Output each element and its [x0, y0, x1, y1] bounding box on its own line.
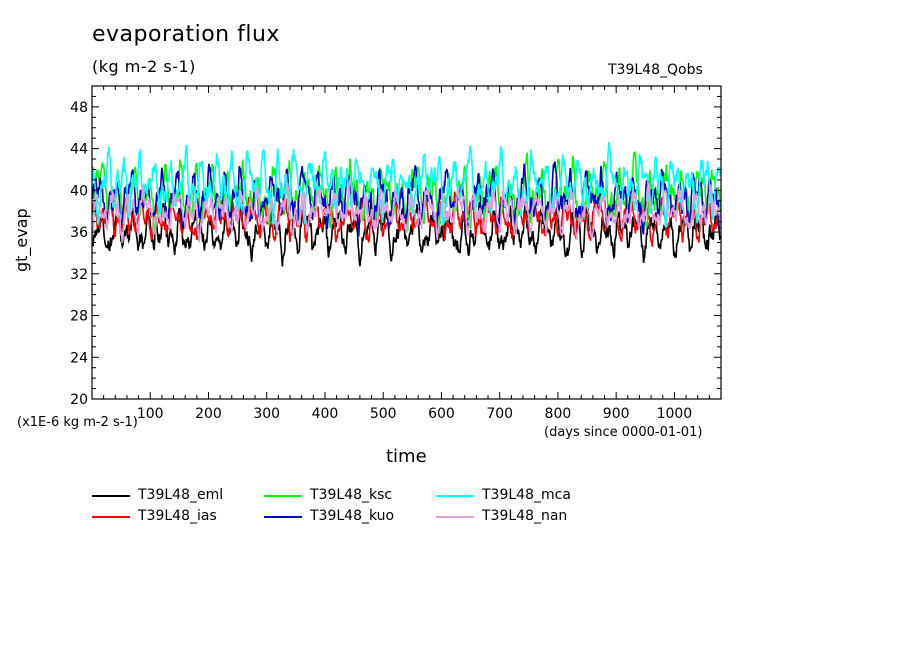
legend-swatch [436, 495, 474, 497]
x-axis-units: (days since 0000-01-01) [544, 425, 703, 440]
y-tick-label: 48 [70, 100, 88, 116]
legend-label: T39L48_nan [482, 508, 568, 524]
legend-label: T39L48_ksc [310, 487, 393, 503]
x-axis-label: time [386, 446, 427, 467]
legend-label: T39L48_ias [138, 508, 217, 524]
x-tick-label: 300 [253, 406, 280, 422]
legend-label: T39L48_eml [138, 487, 224, 503]
y-tick-label: 44 [70, 142, 88, 158]
chart-units: (kg m-2 s-1) [92, 57, 196, 76]
y-tick-label: 32 [70, 267, 88, 283]
x-tick-label: 400 [312, 406, 339, 422]
x-tick-label: 500 [370, 406, 397, 422]
y-tick-label: 40 [70, 183, 88, 199]
chart-title: evaporation flux [92, 22, 280, 47]
y-tick-label: 20 [70, 392, 88, 408]
legend-swatch [436, 516, 474, 518]
legend-swatch [264, 516, 302, 518]
y-tick-label: 28 [70, 309, 88, 325]
legend-label: T39L48_mca [482, 487, 571, 503]
x-tick-label: 800 [545, 406, 572, 422]
legend-swatch [92, 495, 130, 497]
x-tick-label: 1000 [657, 406, 693, 422]
legend-label: T39L48_kuo [310, 508, 395, 524]
y-tick-label: 36 [70, 225, 88, 241]
series-line-T39L48_eml [91, 199, 722, 267]
x-tick-label: 900 [603, 406, 630, 422]
x-tick-label: 200 [195, 406, 222, 422]
y-tick-label: 24 [70, 350, 88, 366]
run-label: T39L48_Qobs [608, 62, 703, 78]
legend-swatch [92, 516, 130, 518]
y-scale-note: (x1E-6 kg m-2 s-1) [17, 415, 138, 430]
series-line-T39L48_mca [91, 142, 722, 228]
x-tick-label: 600 [428, 406, 455, 422]
legend-swatch [264, 495, 302, 497]
x-tick-label: 700 [486, 406, 513, 422]
series-line-T39L48_nan [91, 178, 722, 244]
x-tick-label: 100 [137, 406, 164, 422]
